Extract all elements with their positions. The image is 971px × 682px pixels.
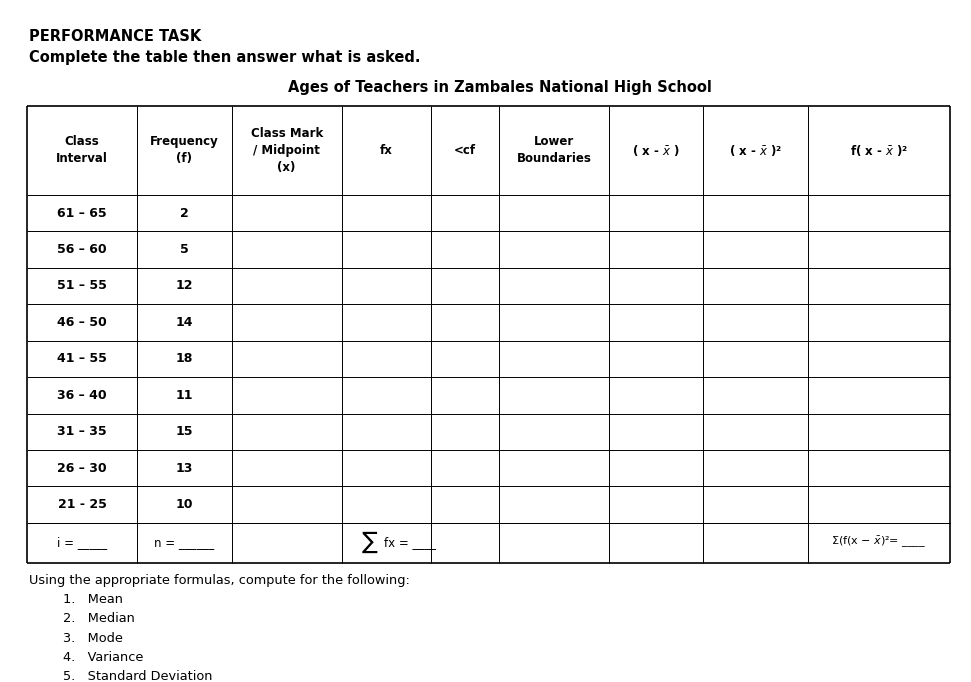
Text: 15: 15 (176, 426, 193, 439)
Text: 3.   Mode: 3. Mode (63, 632, 123, 644)
Text: 46 – 50: 46 – 50 (57, 316, 107, 329)
Text: 41 – 55: 41 – 55 (57, 353, 107, 366)
Text: 14: 14 (176, 316, 193, 329)
Text: Class
Interval: Class Interval (56, 135, 108, 165)
Text: Frequency
(f): Frequency (f) (151, 135, 218, 165)
Text: 11: 11 (176, 389, 193, 402)
Text: 2: 2 (180, 207, 188, 220)
Text: 1.   Mean: 1. Mean (63, 593, 123, 606)
Text: PERFORMANCE TASK: PERFORMANCE TASK (29, 29, 201, 44)
Text: fx: fx (380, 144, 392, 157)
Text: n = ______: n = ______ (154, 536, 215, 549)
Text: 5: 5 (180, 243, 188, 256)
Text: 13: 13 (176, 462, 193, 475)
Text: f( x - $\bar{x}$ )²: f( x - $\bar{x}$ )² (850, 143, 908, 158)
Text: 61 – 65: 61 – 65 (57, 207, 107, 220)
Text: Lower
Boundaries: Lower Boundaries (517, 135, 591, 165)
Text: Complete the table then answer what is asked.: Complete the table then answer what is a… (29, 50, 420, 65)
Text: 56 – 60: 56 – 60 (57, 243, 107, 256)
Text: 5.   Standard Deviation: 5. Standard Deviation (63, 670, 213, 682)
Text: Class Mark
/ Midpoint
(x): Class Mark / Midpoint (x) (251, 127, 322, 174)
Text: ( x - $\bar{x}$ ): ( x - $\bar{x}$ ) (632, 143, 680, 158)
Text: fx = ____: fx = ____ (385, 536, 436, 549)
Text: 18: 18 (176, 353, 193, 366)
Text: 51 – 55: 51 – 55 (57, 280, 107, 293)
Text: <cf: <cf (453, 144, 476, 157)
Text: 31 – 35: 31 – 35 (57, 426, 107, 439)
Text: $\sum$: $\sum$ (361, 530, 379, 555)
Text: 4.   Variance: 4. Variance (63, 651, 144, 664)
Text: i = _____: i = _____ (57, 536, 107, 549)
Text: Ages of Teachers in Zambales National High School: Ages of Teachers in Zambales National Hi… (288, 80, 712, 95)
Text: $\Sigma$(f(x $-$ $\bar{x}$)²= ____: $\Sigma$(f(x $-$ $\bar{x}$)²= ____ (831, 535, 926, 550)
Text: 2.   Median: 2. Median (63, 612, 135, 625)
Text: 10: 10 (176, 498, 193, 512)
Text: 12: 12 (176, 280, 193, 293)
Text: 21 - 25: 21 - 25 (58, 498, 107, 512)
Text: 26 – 30: 26 – 30 (57, 462, 107, 475)
Text: ( x - $\bar{x}$ )²: ( x - $\bar{x}$ )² (729, 143, 783, 158)
Text: 36 – 40: 36 – 40 (57, 389, 107, 402)
Text: Using the appropriate formulas, compute for the following:: Using the appropriate formulas, compute … (29, 574, 410, 587)
